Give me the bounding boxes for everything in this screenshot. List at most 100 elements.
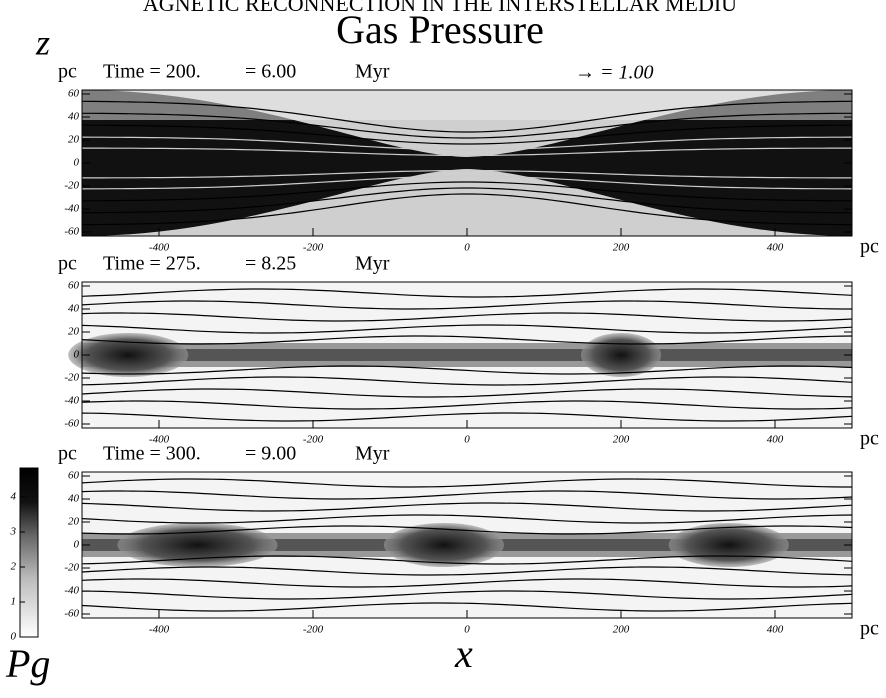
- field-line: [81, 365, 853, 375]
- time-unit: Myr: [355, 253, 390, 275]
- y-unit: pc: [58, 61, 77, 83]
- x-tick-label: 400: [767, 624, 784, 636]
- field-line: [82, 147, 852, 157]
- elapsed-label: = 6.00: [245, 61, 296, 83]
- elapsed-label: = 8.25: [245, 253, 296, 275]
- field-line: [81, 335, 853, 345]
- x-tick-label: -400: [149, 242, 170, 254]
- y-tick-label: -60: [64, 226, 79, 238]
- y-unit: pc: [58, 253, 77, 275]
- pressure-core: [82, 349, 852, 361]
- y-tick-label: -40: [64, 395, 79, 407]
- x-tick-label: -200: [303, 242, 324, 254]
- y-tick-label: 0: [74, 539, 80, 551]
- field-line: [81, 525, 853, 535]
- field-line: [81, 602, 853, 612]
- y-tick-label: 0: [74, 349, 80, 361]
- x-tick-label: 200: [613, 434, 630, 446]
- pressure-blob: [580, 333, 662, 377]
- field-line: [81, 578, 853, 588]
- x-tick-label: -200: [303, 434, 324, 446]
- x-tick-label: 400: [767, 434, 784, 446]
- elapsed-label: = 9.00: [245, 443, 296, 465]
- colorbar-tick-label: 4: [11, 491, 17, 503]
- time-unit: Myr: [355, 61, 390, 83]
- field-line: [81, 412, 853, 422]
- x-tick-label: 0: [464, 242, 470, 254]
- colorbar-tick-label: 0: [11, 631, 17, 643]
- field-line: [82, 169, 852, 179]
- y-tick-label: -40: [64, 203, 79, 215]
- y-tick-label: 20: [68, 516, 80, 528]
- field-line: [81, 193, 853, 226]
- x-axis-label: x: [454, 631, 473, 676]
- field-line: [82, 181, 852, 202]
- field-line: [81, 100, 853, 133]
- time-label: Time = 275.: [103, 253, 201, 275]
- field-line: [81, 175, 853, 190]
- field-line: [81, 376, 853, 386]
- field-line: [81, 590, 853, 600]
- field-line: [81, 566, 853, 576]
- figure-title: Gas Pressure: [336, 7, 544, 52]
- y-tick-label: 60: [68, 470, 80, 482]
- vector-key: → = 1.00: [575, 62, 654, 84]
- x-unit: pc: [860, 236, 879, 258]
- field-line: [81, 324, 853, 334]
- y-tick-label: -40: [64, 585, 79, 597]
- time-label: Time = 200.: [103, 61, 201, 83]
- field-line: [81, 490, 853, 500]
- colorbar-tick-label: 1: [11, 596, 17, 608]
- field-line: [81, 400, 853, 410]
- y-tick-label: -60: [64, 418, 79, 430]
- x-unit: pc: [860, 428, 879, 450]
- colorbar-label: Pg: [5, 641, 50, 686]
- x-tick-label: 0: [464, 434, 470, 446]
- x-tick-label: -200: [303, 624, 324, 636]
- time-label: Time = 300.: [103, 443, 201, 465]
- y-tick-label: -60: [64, 608, 79, 620]
- x-tick-label: -400: [149, 434, 170, 446]
- y-tick-label: 40: [68, 303, 80, 315]
- colorbar-tick-label: 2: [11, 561, 17, 573]
- y-tick-label: 60: [68, 88, 80, 100]
- time-unit: Myr: [355, 443, 390, 465]
- y-tick-label: 0: [74, 157, 80, 169]
- field-line: [81, 478, 852, 488]
- field-line: [81, 288, 853, 298]
- y-tick-label: 60: [68, 280, 80, 292]
- y-tick-label: 20: [68, 134, 80, 146]
- field-line: [82, 124, 852, 145]
- y-tick-label: -20: [64, 180, 79, 192]
- field-line: [81, 514, 853, 524]
- x-tick-label: 200: [613, 242, 630, 254]
- y-tick-label: -20: [64, 562, 79, 574]
- pressure-blob: [68, 333, 189, 377]
- field-line: [81, 388, 853, 398]
- x-tick-label: 200: [613, 624, 630, 636]
- field-line: [81, 136, 853, 151]
- field-line: [81, 502, 853, 512]
- field-line: [81, 312, 853, 322]
- y-unit: pc: [58, 443, 77, 465]
- field-line: [81, 555, 853, 565]
- y-tick-label: 40: [68, 111, 80, 123]
- running-header: AGNETIC RECONNECTION IN THE INTERSTELLAR…: [143, 0, 737, 16]
- field-line: [81, 300, 852, 310]
- x-unit: pc: [860, 618, 879, 640]
- x-tick-label: -400: [149, 624, 170, 636]
- field-line: [82, 112, 852, 139]
- pressure-blob: [383, 523, 504, 567]
- z-axis-label: z: [35, 22, 50, 62]
- pressure-band: [82, 90, 852, 236]
- x-tick-label: 0: [464, 624, 470, 636]
- field-line: [82, 187, 852, 214]
- y-tick-label: 40: [68, 493, 80, 505]
- x-tick-label: 400: [767, 242, 784, 254]
- colorbar: [19, 467, 39, 638]
- y-tick-label: -20: [64, 372, 79, 384]
- colorbar-tick-label: 3: [10, 526, 17, 538]
- y-tick-label: 20: [68, 326, 80, 338]
